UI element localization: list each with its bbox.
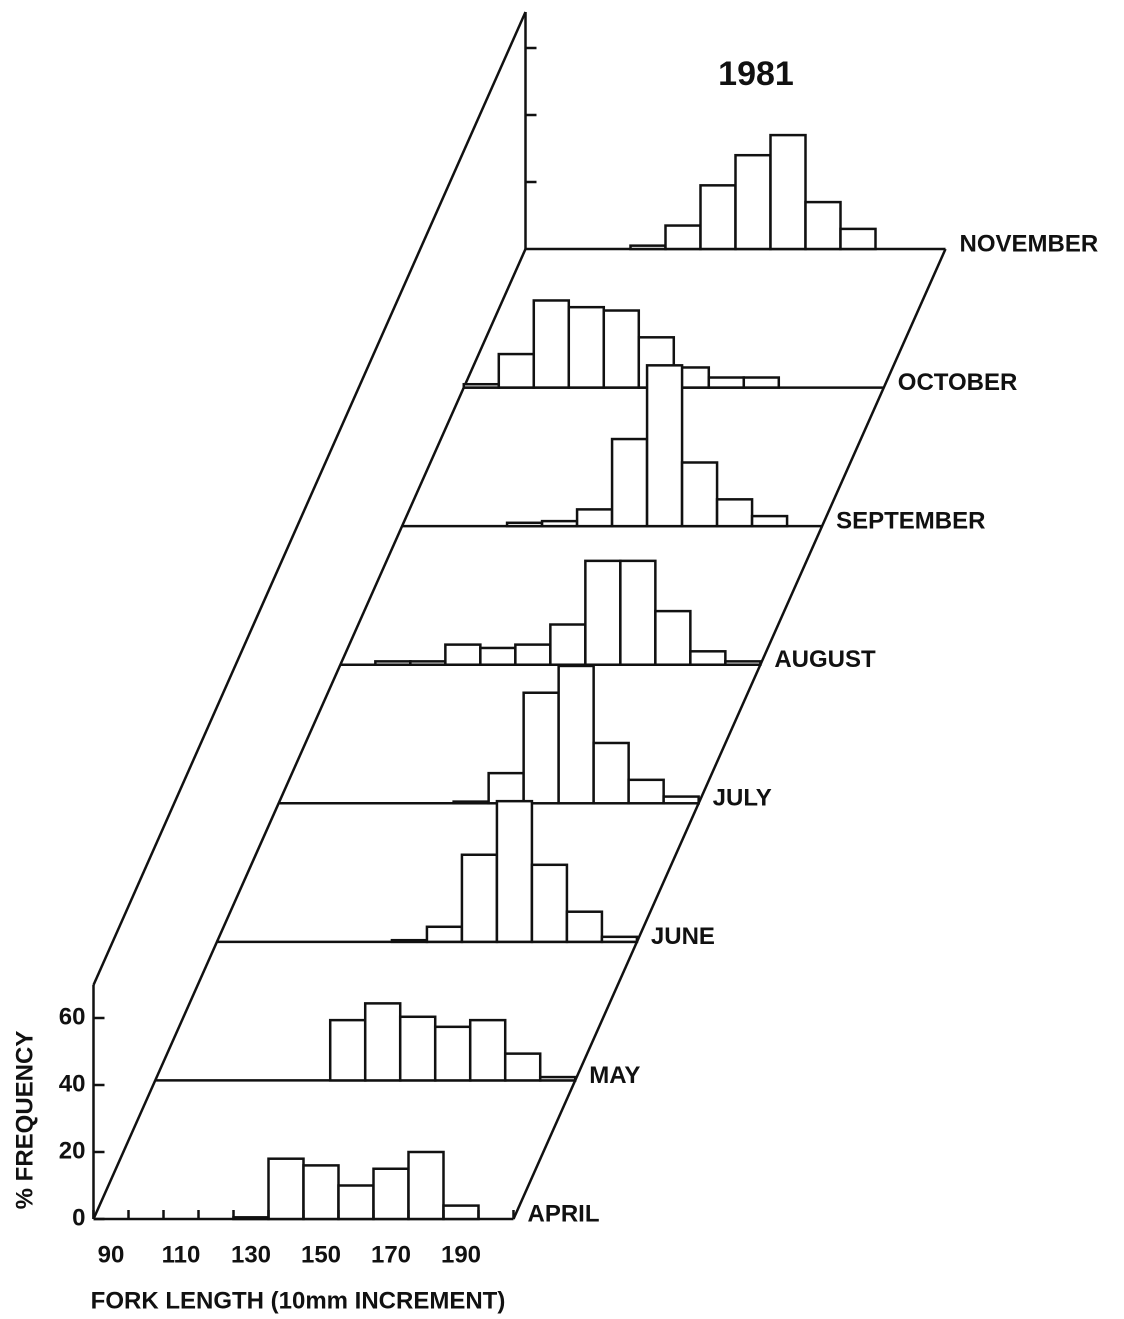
bar [750, 514, 789, 528]
y-tick-label: 40 [59, 1070, 86, 1097]
y-axis-label: % FREQUENCY [11, 1031, 38, 1210]
bar [462, 382, 501, 389]
bar [337, 1184, 375, 1221]
bar [699, 184, 737, 251]
bar [398, 1015, 437, 1082]
bar [522, 691, 560, 805]
left-edge [92, 248, 527, 1220]
x-axis-label: FORK LENGTH (10mm INCREMENT) [91, 1287, 506, 1314]
series-label: OCTOBER [898, 369, 1018, 396]
bar [627, 778, 665, 805]
bar [374, 660, 412, 666]
bar [592, 741, 630, 805]
chart-title: 1981 [718, 55, 794, 93]
bar [734, 153, 772, 251]
bar [567, 305, 606, 389]
bar [532, 299, 571, 389]
bar [584, 559, 622, 666]
bar [407, 1150, 445, 1221]
bar [433, 1025, 472, 1082]
bar [602, 309, 641, 389]
y-tick-label: 0 [72, 1204, 85, 1231]
bar [363, 1002, 402, 1082]
bar [479, 646, 517, 666]
bar [619, 559, 657, 666]
y-tick-label: 20 [59, 1137, 86, 1164]
bar [505, 521, 544, 528]
bar [600, 935, 639, 944]
bar [769, 133, 807, 251]
bar [444, 643, 482, 666]
bar [664, 224, 702, 251]
bar [302, 1164, 340, 1221]
bar [680, 461, 719, 528]
bar [409, 660, 447, 666]
bar [452, 800, 490, 805]
bar [804, 200, 842, 251]
bar [372, 1167, 410, 1221]
bar [654, 609, 692, 666]
bar [662, 795, 700, 805]
x-tick-label: 130 [231, 1241, 271, 1268]
bar [689, 650, 727, 666]
top-edge [92, 11, 527, 986]
bar [538, 1075, 577, 1082]
series-label: JUNE [651, 923, 715, 950]
bar [495, 799, 534, 944]
bar [497, 352, 536, 389]
right-edge [512, 248, 947, 1220]
series-label: MAY [589, 1062, 640, 1089]
bar [715, 498, 754, 528]
bar [390, 938, 429, 944]
x-tick-label: 110 [162, 1241, 201, 1268]
bar [425, 925, 464, 944]
series-label: NOVEMBER [960, 230, 1099, 257]
bar [565, 910, 604, 944]
x-tick-label: 150 [301, 1241, 341, 1268]
series-label: APRIL [528, 1200, 600, 1227]
y-tick-label: 60 [59, 1003, 86, 1030]
bar [707, 376, 746, 389]
bar [645, 364, 684, 528]
bar [839, 227, 877, 251]
bar [468, 1018, 507, 1082]
bar [267, 1157, 305, 1221]
bar [610, 437, 649, 528]
bar [460, 853, 499, 944]
bar [629, 244, 667, 251]
bar [514, 643, 552, 666]
bar [487, 771, 525, 805]
x-tick-label: 90 [98, 1241, 125, 1268]
series-label: AUGUST [774, 646, 876, 673]
bar [724, 660, 762, 666]
x-tick-label: 170 [371, 1241, 411, 1268]
bar [328, 1018, 367, 1082]
bar [575, 508, 614, 528]
bar [540, 519, 579, 528]
bar [442, 1204, 480, 1221]
bar [232, 1216, 270, 1221]
x-tick-label: 190 [441, 1241, 481, 1268]
series-label: JULY [713, 785, 772, 812]
bar [549, 623, 587, 666]
series-label: SEPTEMBER [836, 507, 985, 534]
bar [503, 1052, 542, 1082]
bar [530, 863, 569, 944]
bar [742, 376, 781, 389]
bar [557, 664, 595, 805]
